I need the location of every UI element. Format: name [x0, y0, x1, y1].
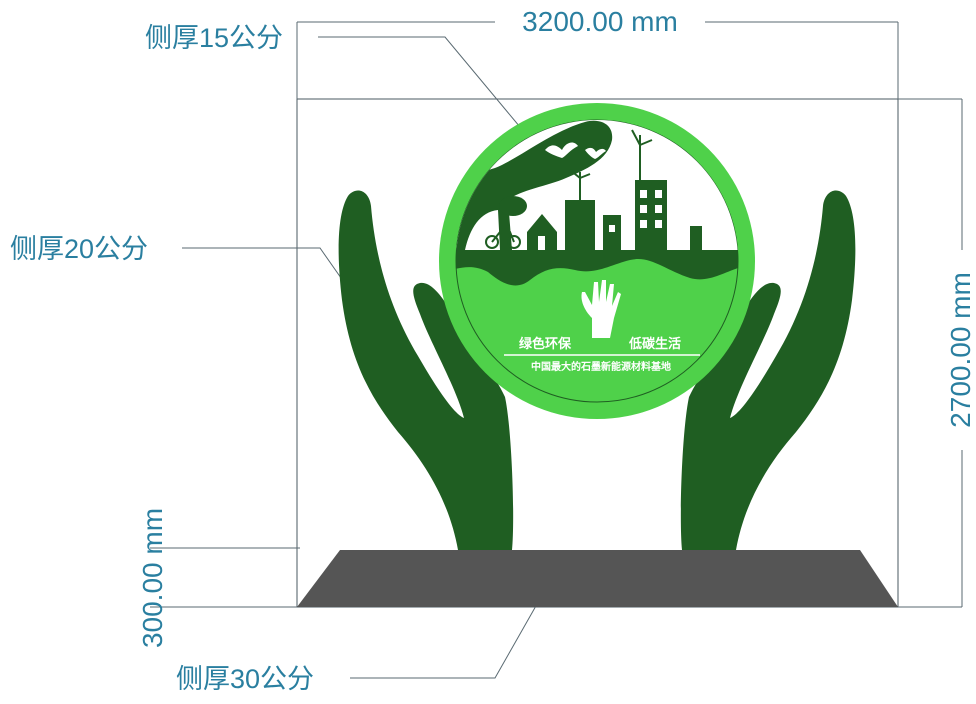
landscape-wave [456, 250, 738, 286]
slogan-left: 绿色环保 [519, 336, 572, 352]
base-platform [297, 550, 898, 607]
hand-icon [581, 280, 621, 338]
width-dimension-label: 3200.00 mm [522, 6, 678, 37]
bicycle-icon [485, 231, 521, 249]
bird-icon [545, 142, 578, 158]
building-icon [565, 200, 595, 250]
height-dimension-label: 2700.00 mm [945, 272, 976, 428]
left-hand [338, 190, 514, 550]
sign-subtitle: 中国最大的石墨新能源材料基地 [531, 360, 671, 373]
circular-sign: 绿色环保 低碳生活 中国最大的石墨新能源材料基地 [439, 103, 755, 419]
callout-bottom-label: 侧厚30公分 [176, 664, 314, 694]
house-icon [527, 214, 557, 250]
callout-top-label: 侧厚15公分 [145, 23, 283, 53]
base-height-dimension-label: 300.00 mm [137, 508, 168, 648]
building-icon [635, 180, 667, 250]
dimension-lines [150, 21, 963, 608]
wind-turbine-icon [569, 129, 653, 200]
right-hand [680, 190, 856, 550]
slogan-right: 低碳生活 [628, 336, 681, 352]
tree-icon [456, 120, 613, 250]
callout-middle-label: 侧厚20公分 [10, 234, 148, 264]
bird-icon [585, 147, 606, 159]
